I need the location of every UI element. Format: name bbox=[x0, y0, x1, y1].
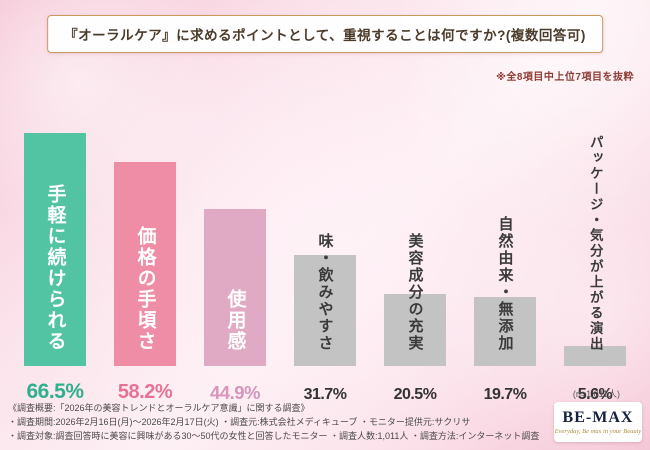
bar-category-label: 手軽に続けられる bbox=[44, 184, 66, 352]
survey-overview-line1: 《調査概要:「2026年の美容トレンドとオーラルケア意識」に関する調査》 bbox=[8, 403, 310, 413]
survey-overview: 《調査概要:「2026年の美容トレンドとオーラルケア意識」に関する調査》 ・調査… bbox=[8, 402, 553, 444]
brand-logo-tagline: Everyday, Be max in your Beauty bbox=[554, 428, 642, 436]
bar bbox=[294, 255, 356, 366]
bar-value-label: 31.7% bbox=[303, 386, 347, 403]
bar-category-label: パッケージ・気分が上がる演出 bbox=[587, 135, 603, 352]
brand-logo: BE-MAX Everyday, Be max in your Beauty bbox=[554, 402, 642, 442]
bar bbox=[474, 297, 536, 366]
bar-category-label: 使用感 bbox=[224, 289, 246, 352]
bar-column: 味・飲みやすさ 31.7% bbox=[280, 108, 370, 408]
bar bbox=[384, 294, 446, 366]
bar-category-label: 自然由来・無添加 bbox=[496, 216, 514, 352]
bar bbox=[114, 162, 176, 366]
bar-chart: 手軽に続けられる 66.5% 価格の手頃さ 58.2% 使用感 44.9% 味・飲みやすさ 3… bbox=[10, 108, 640, 408]
bar-value-label: 20.5% bbox=[393, 386, 437, 403]
bar-value-label: 44.9% bbox=[210, 382, 260, 403]
brand-logo-name: BE-MAX bbox=[562, 408, 634, 426]
bar-column: パッケージ・気分が上がる演出 5.6% bbox=[550, 108, 640, 408]
bar-column: 手軽に続けられる 66.5% bbox=[10, 108, 100, 408]
survey-overview-line2: ・調査期間:2026年2月16日(月)〜2026年2月17日(火) ・調査元:株… bbox=[8, 416, 471, 427]
chart-title: 『オーラルケア』に求めるポイントとして、重視することは何ですか?(複数回答可) bbox=[47, 15, 603, 53]
bar bbox=[24, 133, 86, 366]
bar-category-label: 価格の手頃さ bbox=[134, 226, 156, 352]
bar bbox=[204, 209, 266, 366]
footnote-top: ※全8項目中上位7項目を抜粋 bbox=[496, 72, 634, 83]
bar bbox=[564, 346, 626, 366]
bar-value-label: 66.5% bbox=[26, 380, 84, 403]
bar-value-label: 58.2% bbox=[117, 381, 173, 403]
bar-column: 美容成分の充実 20.5% bbox=[370, 108, 460, 408]
sample-size-note: (n=1,011人) bbox=[572, 389, 620, 399]
bar-category-label: 美容成分の充実 bbox=[406, 233, 424, 352]
bar-value-label: 19.7% bbox=[483, 386, 527, 403]
bar-column: 自然由来・無添加 19.7% bbox=[460, 108, 550, 408]
bar-column: 使用感 44.9% bbox=[190, 108, 280, 408]
survey-overview-line3: ・調査対象:調査回答時に美容に興味がある30〜50代の女性と回答したモニター ・… bbox=[8, 430, 540, 441]
bar-value-label: 5.6% bbox=[577, 386, 613, 403]
bar-column: 価格の手頃さ 58.2% bbox=[100, 108, 190, 408]
bar-category-label: 味・飲みやすさ bbox=[316, 233, 334, 352]
